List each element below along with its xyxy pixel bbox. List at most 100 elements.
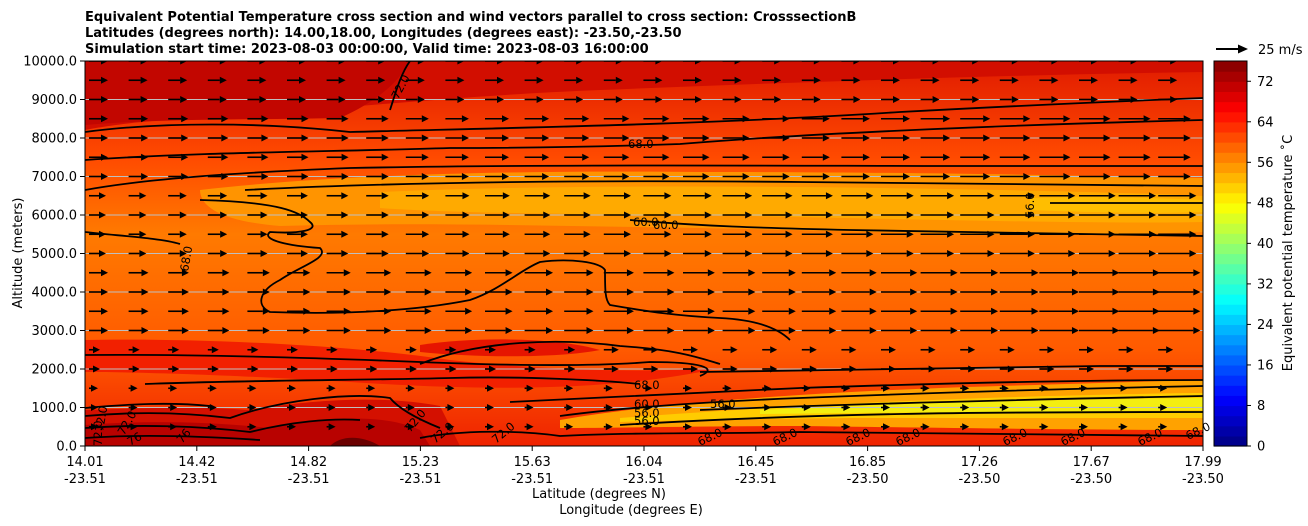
contour-line — [85, 119, 1203, 161]
wind-vector — [1158, 230, 1197, 238]
wind-vector — [485, 250, 510, 257]
wind-vector — [881, 230, 914, 238]
wind-vector — [762, 211, 793, 219]
colorbar-swatch — [1214, 364, 1247, 376]
x-tick-label-lat: 17.67 — [1073, 455, 1110, 470]
wind-vector — [524, 173, 550, 180]
y-tick-label: 8000.0 — [32, 132, 78, 147]
wind-vector — [683, 423, 692, 431]
wind-vector — [366, 365, 378, 373]
colorbar-swatch — [1214, 395, 1247, 407]
wind-vector — [603, 346, 619, 354]
wind-vector — [1039, 115, 1071, 123]
wind-vector — [801, 269, 837, 277]
x-tick-label-lat: 14.82 — [290, 455, 327, 470]
wind-vector — [524, 404, 534, 411]
wind-vector — [405, 250, 430, 257]
colorbar-swatch — [1214, 375, 1247, 386]
wind-vector — [485, 211, 510, 219]
wind-vector — [207, 115, 229, 123]
wind-vector — [1079, 76, 1098, 84]
wind-vector — [801, 288, 837, 296]
wind-vector — [128, 250, 147, 257]
wind-vector — [524, 346, 536, 354]
colorbar-swatch — [1214, 202, 1247, 214]
wind-vector — [1039, 76, 1059, 84]
wind-vector — [287, 134, 309, 142]
wind-vector — [564, 211, 591, 219]
wind-vector — [445, 269, 473, 277]
wind-vector — [366, 404, 376, 411]
wind-vector — [524, 230, 551, 238]
wind-vector — [1079, 96, 1098, 103]
wind-vector — [89, 384, 98, 392]
wind-vector — [287, 250, 308, 257]
contour-line — [619, 411, 1203, 426]
wind-vector — [445, 288, 473, 296]
wind-vector — [841, 153, 870, 161]
wind-vector — [128, 288, 149, 296]
wind-vector — [524, 61, 544, 65]
wind-vector — [207, 269, 230, 277]
wind-vector — [366, 76, 386, 84]
wind-vector — [603, 404, 613, 411]
wind-vector — [445, 384, 455, 392]
x-tick-label-lon: -23.51 — [511, 472, 553, 487]
y-axis: 0.0 1000.0 2000.0 3000.0 4000.0 5000.0 6000.0 7… — [23, 55, 85, 455]
contour-line — [419, 430, 1203, 439]
wind-vector — [603, 307, 634, 315]
wind-vector — [524, 96, 544, 103]
wind-vector — [762, 61, 782, 65]
wind-vector — [1039, 327, 1079, 334]
wind-vector — [287, 173, 309, 180]
wind-vector — [366, 288, 392, 296]
wind-vector — [485, 288, 513, 296]
y-tick-label: 4000.0 — [32, 286, 78, 301]
wind-vector — [445, 134, 469, 142]
wind-vector — [683, 269, 715, 277]
wind-vector — [207, 153, 229, 161]
wind-vector — [603, 230, 632, 238]
colorbar-swatch — [1214, 162, 1247, 174]
wind-vector — [920, 96, 940, 103]
wind-vector — [920, 173, 951, 180]
wind-vector — [643, 288, 675, 296]
wind-vector — [881, 269, 918, 277]
wind-vector — [960, 230, 995, 238]
wind-vector — [1039, 134, 1071, 142]
colorbar-swatch — [1214, 81, 1247, 92]
wind-vector — [1158, 365, 1174, 373]
wind-vector — [524, 115, 550, 123]
wind-vector — [89, 76, 108, 84]
wind-vector — [287, 153, 309, 161]
contour-label: 72.0 — [92, 405, 110, 433]
wind-vector — [247, 250, 268, 257]
x-axis-label-latitude: Latitude (degrees N) — [532, 487, 666, 502]
wind-vector — [762, 288, 796, 296]
x-tick-label-lat: 17.99 — [1184, 455, 1221, 470]
wind-vector — [247, 346, 259, 354]
wind-vector — [207, 404, 217, 411]
wind-vector — [247, 230, 268, 238]
colorbar-swatch — [1214, 273, 1247, 285]
contour-label: 72.0 — [91, 420, 105, 446]
y-tick-label: 6000.0 — [32, 209, 78, 224]
colorbar-swatch — [1214, 142, 1247, 153]
wind-vector — [683, 384, 692, 392]
wind-vector — [1158, 96, 1178, 103]
wind-vector — [128, 115, 149, 123]
wind-vector — [564, 365, 576, 373]
wind-vector — [1079, 346, 1094, 354]
wind-vector — [326, 115, 349, 123]
wind-vector — [1118, 61, 1138, 65]
wind-vector — [762, 153, 790, 161]
wind-vector — [287, 288, 311, 296]
colorbar-swatch — [1214, 152, 1247, 163]
wind-vector — [762, 134, 790, 142]
wind-vector — [762, 327, 796, 334]
contour-label: 60.0 — [653, 218, 679, 232]
wind-vector — [405, 423, 415, 431]
colorbar-swatch — [1214, 192, 1247, 204]
wind-vector — [999, 134, 1031, 142]
